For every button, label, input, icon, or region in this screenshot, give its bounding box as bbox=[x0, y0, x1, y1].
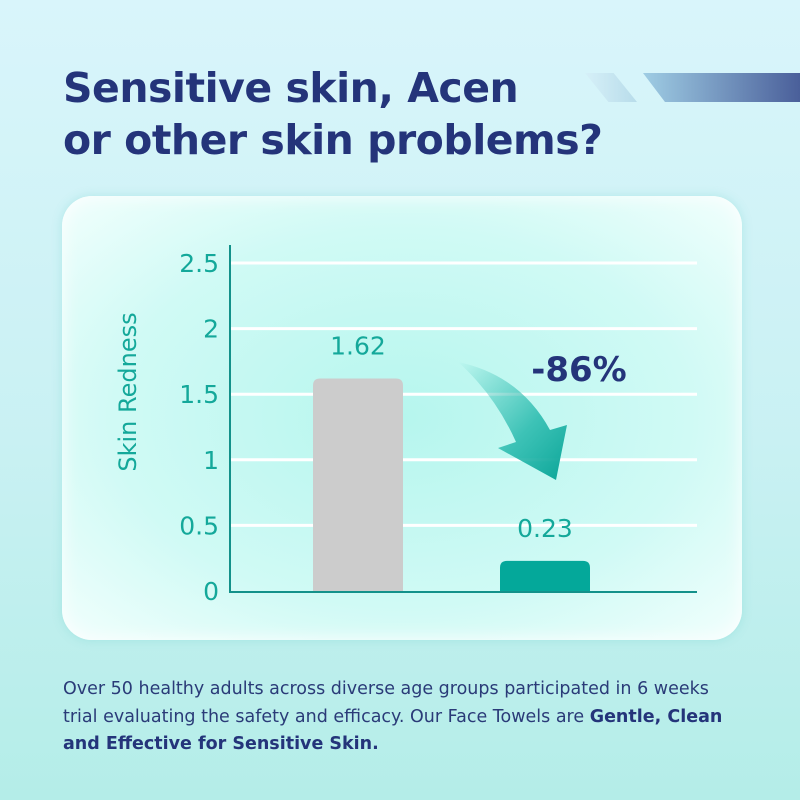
description: Over 50 healthy adults across diverse ag… bbox=[63, 676, 743, 759]
bar-value-label: 0.23 bbox=[517, 514, 573, 543]
y-tick-label: 1.5 bbox=[179, 380, 219, 409]
y-tick-label: 0.5 bbox=[179, 511, 219, 540]
y-tick-label: 0 bbox=[203, 577, 219, 606]
headline-line-2: or other skin problems? bbox=[63, 116, 603, 164]
headline-line-1: Sensitive skin, Acen bbox=[63, 64, 519, 112]
bar-value-label: 1.62 bbox=[330, 331, 386, 360]
y-tick-label: 2.5 bbox=[179, 249, 219, 278]
reduction-arrow bbox=[458, 362, 567, 480]
description-text: Over 50 healthy adults across diverse ag… bbox=[63, 679, 709, 727]
bar bbox=[500, 560, 590, 591]
decorative-stripe-dark bbox=[643, 73, 800, 102]
y-axis-label: Skin Redness bbox=[114, 312, 142, 472]
reduction-annotation: -86% bbox=[531, 350, 627, 390]
y-tick-label: 1 bbox=[203, 446, 219, 475]
bar bbox=[313, 378, 403, 591]
headline: Sensitive skin, Acen or other skin proble… bbox=[63, 62, 603, 166]
description-highlight: Gentle, Clean and Effective for Sensitiv… bbox=[63, 706, 723, 755]
y-tick-label: 2 bbox=[203, 315, 219, 344]
